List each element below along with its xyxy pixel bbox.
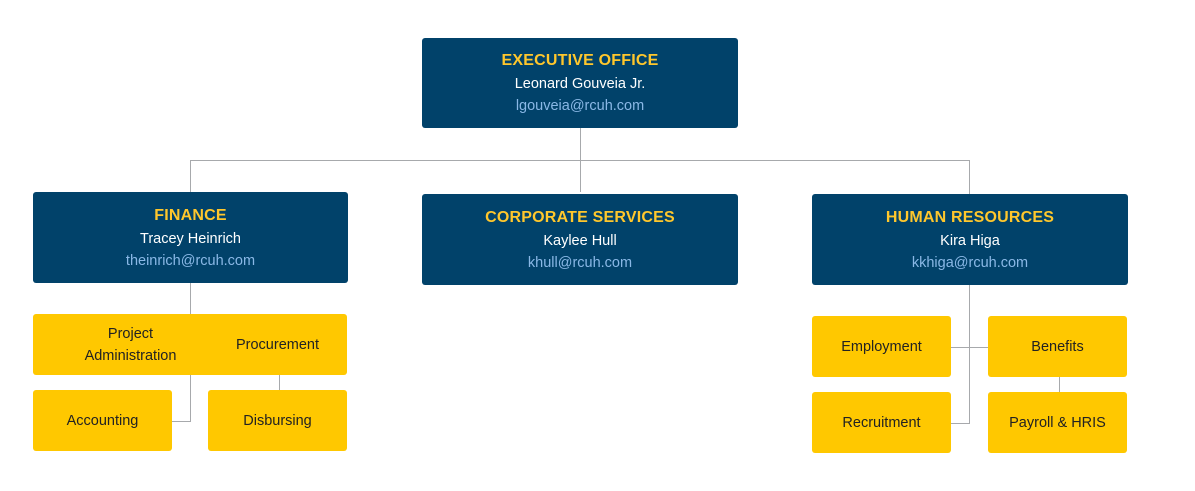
unit-benefits: Benefits [988, 316, 1127, 377]
corporate-services-box: CORPORATE SERVICES Kaylee Hull khull@rcu… [422, 194, 738, 285]
finance-box: FINANCE Tracey Heinrich theinrich@rcuh.c… [33, 192, 348, 283]
department-title: FINANCE [154, 206, 227, 224]
executive-office-box: EXECUTIVE OFFICE Leonard Gouveia Jr. lgo… [422, 38, 738, 128]
connector [969, 160, 970, 194]
unit-employment: Employment [812, 316, 951, 377]
connector [951, 347, 988, 348]
unit-accounting: Accounting [33, 390, 172, 451]
connector [1059, 377, 1060, 392]
person-name: Kira Higa [940, 232, 1000, 249]
department-title: HUMAN RESOURCES [885, 208, 1055, 226]
email-link[interactable]: lgouveia@rcuh.com [515, 98, 645, 114]
connector [969, 285, 970, 424]
person-name: Tracey Heinrich [140, 230, 241, 247]
email-link[interactable]: theinrich@rcuh.com [125, 252, 256, 269]
unit-recruitment: Recruitment [812, 392, 951, 453]
email-link[interactable]: kkhiga@rcuh.com [911, 254, 1029, 271]
unit-payroll-hris: Payroll & HRIS [988, 392, 1127, 453]
connector [279, 375, 280, 390]
unit-project-administration: Project Administration [33, 314, 228, 375]
department-title: EXECUTIVE OFFICE [501, 52, 659, 69]
connector [190, 160, 191, 192]
unit-disbursing: Disbursing [208, 390, 347, 451]
connector [172, 421, 191, 422]
human-resources-box: HUMAN RESOURCES Kira Higa kkhiga@rcuh.co… [812, 194, 1128, 285]
person-name: Kaylee Hull [543, 232, 617, 249]
unit-procurement: Procurement [208, 314, 347, 375]
email-link[interactable]: khull@rcuh.com [527, 254, 633, 271]
person-name: Leonard Gouveia Jr. [514, 76, 646, 92]
department-title: CORPORATE SERVICES [485, 208, 675, 226]
connector [951, 423, 970, 424]
connector [190, 160, 970, 161]
